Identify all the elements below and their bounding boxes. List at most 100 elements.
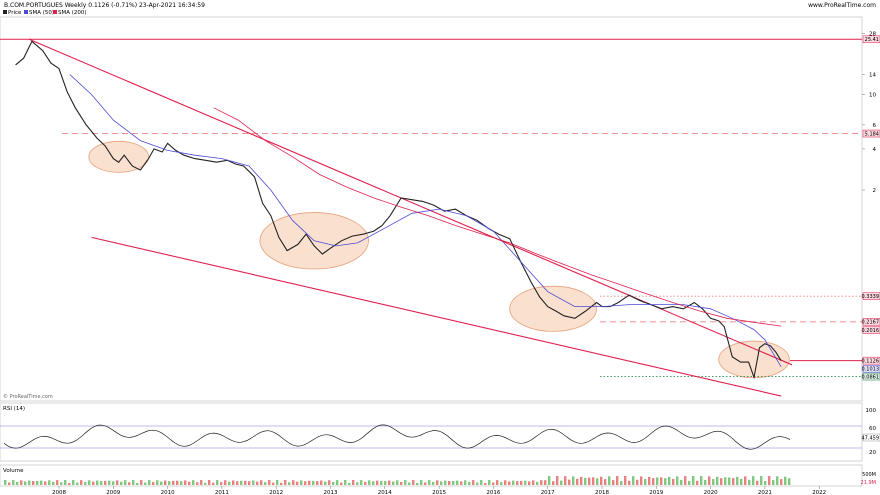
volume-bar [192,480,195,485]
volume-bar [664,478,667,485]
volume-bar [176,480,179,485]
price-badge-bg-2 [862,292,880,300]
level-lines [0,38,862,378]
volume-bar [120,481,123,485]
volume-bar [416,482,419,485]
volume-bar [740,478,743,485]
y-axis-ticks: 28 14 10 6 4 2 [862,32,877,194]
volume-bar [84,482,87,485]
volume-bar [344,480,347,485]
volume-bar [572,476,575,485]
legend: Price SMA (50) SMA (200) [3,10,87,16]
volume-bar [396,480,399,485]
volume-bar [4,480,7,485]
trendline-1 [91,236,782,397]
volume-bar [132,480,135,485]
volume-bar [456,480,459,485]
volume-bar [112,481,115,485]
volume-bar [788,478,791,485]
volume-bar [180,481,183,485]
volume-bar [420,480,423,485]
volume-bar [196,482,199,485]
price-badge-bg-7 [862,372,880,381]
volume-bar [116,480,119,485]
volume-bar [592,477,595,485]
volume-bar [508,481,511,485]
volume-bar [336,480,339,485]
volume-bar [348,482,351,485]
x-tick-label-14: 2022 [812,490,826,495]
volume-bar [144,482,147,485]
volume-bar [476,482,479,485]
volume-tick-500m: 500M [862,472,876,478]
y-tick-label-5: 2 [873,188,877,194]
volume-bar [588,477,591,485]
volume-bar [8,482,11,485]
series-lines [15,40,782,380]
volume-bar [380,480,383,485]
volume-bar [140,480,143,485]
trendline-0 [28,38,793,366]
volume-bar [80,480,83,485]
volume-bar [744,476,747,485]
volume-bar [212,482,215,485]
volume-bar [256,481,259,485]
volume-bar [128,482,131,485]
price-badges: 25.41 5.184 0.3339 0.2167 0.2016 0.1126 0.1013… [862,35,880,381]
volume-bar [608,476,611,485]
volume-bar [704,479,707,485]
volume-bar [452,480,455,485]
volume-bar [232,480,235,485]
volume-bar [540,480,543,485]
x-tick-label-5: 2013 [324,490,338,495]
volume-bar [772,480,775,485]
price-badge-5: 0.1126 [862,358,880,364]
volume-bar [52,481,55,485]
volume-bar [164,480,167,485]
x-tick-label-0: 2008 [52,490,66,495]
series-line-2 [213,107,782,327]
volume-bar [516,481,519,485]
volume-bar [472,480,475,485]
volume-bar [236,481,239,485]
volume-bar [136,482,139,485]
volume-bar [204,482,207,485]
volume-bar [656,477,659,485]
volume-bar [328,480,331,485]
price-panel-frame [0,16,863,402]
volume-bar [448,480,451,485]
highlight-zone-0 [88,140,149,173]
volume-bar [200,480,203,485]
x-tick-label-12: 2020 [704,490,718,495]
volume-bar [432,481,435,485]
x-tick-label-11: 2019 [649,490,663,495]
volume-bar [460,481,463,485]
x-axis-ticks: 2008 2009 2010 2011 2012 2013 2014 2015 2016 2017… [52,486,826,495]
volume-bar [528,481,531,485]
price-badge-7: 0.0861 [862,374,880,380]
volume-bar [108,480,111,485]
legend-price-label: Price [8,10,22,16]
volume-bar [64,480,67,485]
x-tick-label-4: 2012 [269,490,283,495]
series-line-1 [69,74,782,368]
y-tick-label-2: 10 [869,93,876,99]
y-tick-label-4: 4 [873,147,877,153]
volume-bar [600,476,603,485]
volume-bar [364,481,367,485]
volume-bar [304,481,307,485]
price-badge-2: 0.3339 [862,294,880,300]
volume-bar [640,476,643,485]
x-tick-label-2: 2010 [161,490,175,495]
volume-bar [40,480,43,485]
volume-bar [340,482,343,485]
volume-bar [172,480,175,485]
volume-bar [524,480,527,485]
volume-bar [96,480,99,485]
x-tick-label-7: 2015 [432,490,446,495]
volume-bar [388,480,391,485]
price-badge-1: 5.184 [865,131,879,137]
volume-bar [32,481,35,485]
volume-bar [148,480,151,485]
